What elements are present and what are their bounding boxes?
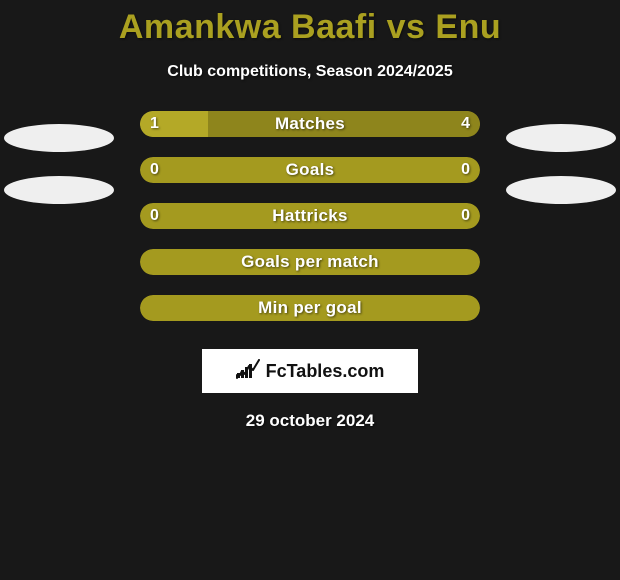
player-oval bbox=[4, 124, 114, 152]
bar-label: Goals bbox=[140, 157, 480, 183]
stat-bar: Matches1 4 bbox=[140, 111, 480, 137]
brand-box: FcTables.com bbox=[202, 349, 418, 393]
page-subtitle: Club competitions, Season 2024/2025 bbox=[167, 63, 452, 81]
stat-bar: Hattricks0 0 bbox=[140, 203, 480, 229]
bar-value-left: 0 bbox=[150, 203, 159, 229]
bar-value-left: 0 bbox=[150, 157, 159, 183]
date-text: 29 october 2024 bbox=[246, 411, 375, 431]
stat-bar: Goals0 0 bbox=[140, 157, 480, 183]
chart-icon bbox=[236, 359, 260, 384]
bar-value-right: 0 bbox=[461, 203, 470, 229]
bar-value-right: 4 bbox=[461, 111, 470, 137]
bar-label: Hattricks bbox=[140, 203, 480, 229]
player-oval bbox=[506, 176, 616, 204]
infographic-content: Amankwa Baafi vs Enu Club competitions, … bbox=[0, 0, 620, 580]
bar-value-left: 1 bbox=[150, 111, 159, 137]
player-oval bbox=[506, 124, 616, 152]
page-title: Amankwa Baafi vs Enu bbox=[119, 8, 501, 47]
player-oval bbox=[4, 176, 114, 204]
bar-label: Min per goal bbox=[140, 295, 480, 321]
bar-label: Matches bbox=[140, 111, 480, 137]
bar-value-right: 0 bbox=[461, 157, 470, 183]
brand-text: FcTables.com bbox=[266, 361, 385, 382]
stat-bar: Goals per match bbox=[140, 249, 480, 275]
stat-bar: Min per goal bbox=[140, 295, 480, 321]
bar-label: Goals per match bbox=[140, 249, 480, 275]
